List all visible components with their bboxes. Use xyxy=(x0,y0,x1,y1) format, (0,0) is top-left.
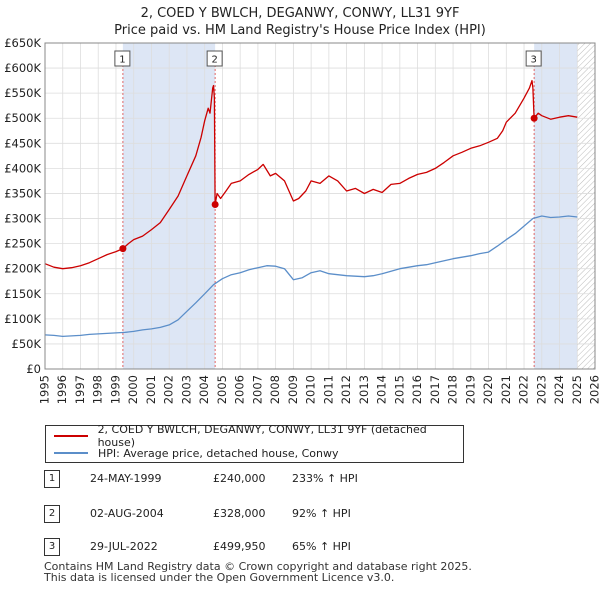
sale-number-box xyxy=(206,50,223,67)
y-tick-label: £650K xyxy=(4,36,41,50)
sale-number-label: 2 xyxy=(211,55,217,66)
x-tick-label: 2010 xyxy=(304,375,318,404)
sale-number-box xyxy=(114,50,131,67)
price-chart: £0 £50K £100K £150K £200K £250K £300K £350K £400… xyxy=(4,36,600,404)
sale-point xyxy=(530,114,538,122)
y-tick-label: £550K xyxy=(4,86,41,100)
table-row: 1 24-MAY-1999 £240,000 233% ↑ HPI xyxy=(42,470,600,490)
legend-swatch-property xyxy=(54,435,88,437)
sale-number-badge: 1 xyxy=(44,470,60,488)
y-tick-label: £600K xyxy=(4,61,41,75)
y-tick-label: £50K xyxy=(12,337,42,351)
sale-number-label: 1 xyxy=(119,55,125,66)
sale-date: 24-MAY-1999 xyxy=(90,472,162,485)
sale-point xyxy=(119,245,127,253)
legend: 2, COED Y BWLCH, DEGANWY, CONWY, LL31 9Y… xyxy=(45,423,464,463)
sale-number-label: 3 xyxy=(530,55,536,66)
legend-label-property: 2, COED Y BWLCH, DEGANWY, CONWY, LL31 9Y… xyxy=(97,423,427,449)
legend-swatch-hpi xyxy=(54,452,88,454)
sale-number-box xyxy=(525,50,542,67)
x-tick-label: 1998 xyxy=(91,375,105,404)
footer-line-2: This data is licensed under the Open Gov… xyxy=(44,571,395,584)
y-tick-label: £250K xyxy=(4,237,41,251)
x-tick-label: 2022 xyxy=(517,375,531,404)
chart-title: 2, COED Y BWLCH, DEGANWY, CONWY, LL31 9Y… xyxy=(140,6,460,21)
plot-border xyxy=(44,42,596,370)
x-tick-label: 2002 xyxy=(162,375,176,404)
x-tick-label: 2014 xyxy=(375,375,389,404)
y-tick-label: £400K xyxy=(4,161,41,175)
footer-attribution: Contains HM Land Registry data © Crown c… xyxy=(44,561,472,583)
x-tick-label: 2012 xyxy=(339,375,353,404)
sale-number-badge: 2 xyxy=(44,505,60,523)
legend-label-hpi: HPI: Average price, detached house, Conw… xyxy=(98,446,339,460)
chart-subtitle: Price paid vs. HM Land Registry's House … xyxy=(114,23,486,38)
y-tick-label: £450K xyxy=(4,136,41,150)
sale-date: 29-JUL-2022 xyxy=(90,540,158,553)
x-tick-label: 2019 xyxy=(463,375,477,404)
sale-price: £499,950 xyxy=(213,540,266,553)
table-row: 3 29-JUL-2022 £499,950 65% ↑ HPI xyxy=(42,538,600,558)
future-hatch xyxy=(577,43,595,369)
x-tick-label: 1995 xyxy=(38,375,52,404)
x-tick-label: 2020 xyxy=(481,375,495,404)
sale-number-badge: 3 xyxy=(44,538,60,556)
sale-price: £240,000 xyxy=(213,472,266,485)
x-tick-label: 2009 xyxy=(286,375,300,404)
x-tick-label: 1997 xyxy=(73,375,87,404)
x-tick-label: 2026 xyxy=(588,375,600,404)
x-tick-label: 2003 xyxy=(179,375,193,404)
x-tick-label: 1999 xyxy=(108,375,122,404)
shaded-period xyxy=(534,43,578,369)
y-tick-label: £0 xyxy=(26,362,41,376)
x-tick-label: 2016 xyxy=(410,375,424,404)
x-tick-label: 1996 xyxy=(55,375,69,404)
sale-date: 02-AUG-2004 xyxy=(90,507,164,520)
y-tick-label: £100K xyxy=(4,312,41,326)
x-tick-label: 2024 xyxy=(552,375,566,404)
y-tick-label: £500K xyxy=(4,111,41,125)
y-tick-label: £350K xyxy=(4,186,41,200)
x-tick-label: 2006 xyxy=(233,375,247,404)
x-tick-label: 2017 xyxy=(428,375,442,404)
sale-price: £328,000 xyxy=(213,507,266,520)
hpi-line xyxy=(44,215,578,338)
x-tick-label: 2007 xyxy=(250,375,264,404)
sale-hpi-change: 233% ↑ HPI xyxy=(292,472,358,485)
x-tick-label: 2013 xyxy=(357,375,371,404)
footer-line-1: Contains HM Land Registry data © Crown c… xyxy=(44,560,472,573)
sale-hpi-change: 65% ↑ HPI xyxy=(292,540,351,553)
x-tick-label: 2000 xyxy=(126,375,140,404)
x-tick-label: 2008 xyxy=(268,375,282,404)
x-tick-label: 2015 xyxy=(392,375,406,404)
sale-point xyxy=(211,200,219,208)
x-tick-label: 2018 xyxy=(446,375,460,404)
x-tick-label: 2004 xyxy=(197,375,211,404)
legend-item-property: 2, COED Y BWLCH, DEGANWY, CONWY, LL31 9Y… xyxy=(54,423,463,449)
table-row: 2 02-AUG-2004 £328,000 92% ↑ HPI xyxy=(42,505,600,525)
x-tick-label: 2021 xyxy=(499,375,513,404)
x-tick-label: 2011 xyxy=(321,375,335,404)
x-tick-label: 2025 xyxy=(570,375,584,404)
y-tick-label: £200K xyxy=(4,262,41,276)
x-tick-label: 2001 xyxy=(144,375,158,404)
y-tick-label: £300K xyxy=(4,212,41,226)
y-tick-label: £150K xyxy=(4,287,41,301)
x-tick-label: 2005 xyxy=(215,375,229,404)
property-price-line xyxy=(44,79,578,270)
sale-hpi-change: 92% ↑ HPI xyxy=(292,507,351,520)
legend-item-hpi: HPI: Average price, detached house, Conw… xyxy=(54,445,339,461)
x-tick-label: 2023 xyxy=(534,375,548,404)
